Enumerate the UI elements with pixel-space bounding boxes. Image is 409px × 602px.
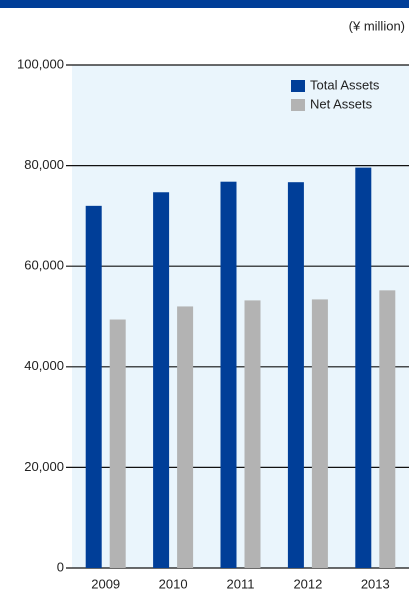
plot-background — [72, 65, 409, 568]
legend-label: Net Assets — [310, 96, 373, 111]
bar — [153, 192, 170, 568]
bar — [244, 300, 261, 568]
legend-label: Total Assets — [310, 77, 380, 92]
x-tick-label: 2011 — [227, 576, 255, 591]
bar — [177, 306, 194, 568]
x-tick-label: 2010 — [159, 576, 188, 591]
bar — [109, 319, 126, 568]
legend-swatch — [291, 80, 305, 92]
header-band — [0, 0, 409, 8]
y-tick-label: 40,000 — [24, 358, 64, 373]
bar — [287, 182, 304, 568]
bar — [311, 299, 328, 568]
bar — [379, 290, 396, 568]
bar — [355, 167, 372, 568]
y-tick-label: 80,000 — [24, 157, 64, 172]
bar — [85, 205, 102, 568]
y-tick-label: 20,000 — [24, 459, 64, 474]
legend-swatch — [291, 99, 305, 111]
unit-label: (¥ million) — [349, 18, 405, 33]
y-tick-label: 0 — [57, 559, 64, 574]
bar — [220, 181, 237, 569]
x-tick-label: 2013 — [361, 576, 390, 591]
x-tick-label: 2012 — [293, 576, 322, 591]
x-tick-label: 2009 — [91, 576, 120, 591]
y-tick-label: 60,000 — [24, 258, 64, 273]
y-tick-label: 100,000 — [17, 56, 64, 71]
